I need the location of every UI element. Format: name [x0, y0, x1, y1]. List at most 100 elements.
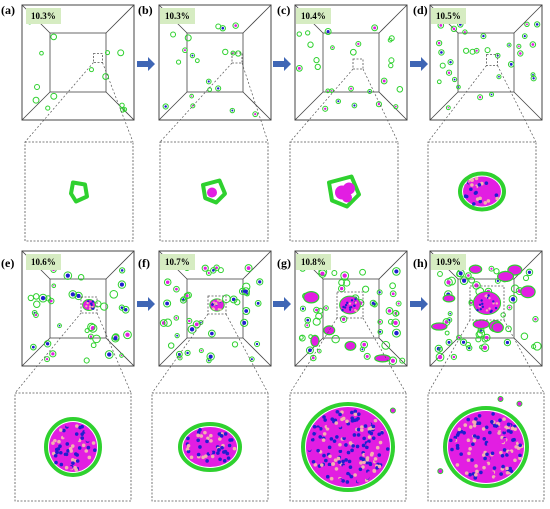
zoom-projection-line — [225, 313, 269, 394]
cluster-atom — [216, 428, 220, 433]
cluster-atom — [485, 452, 489, 457]
cluster-atom — [321, 438, 326, 442]
precipitate-atom — [509, 62, 513, 66]
precipitate-outline — [100, 302, 109, 311]
cluster-atom — [484, 181, 489, 185]
cluster-atom — [487, 411, 492, 416]
cluster-atom — [318, 426, 323, 431]
cluster-atom — [459, 440, 463, 444]
cluster-atom — [518, 440, 522, 444]
cluster-atom — [477, 182, 482, 187]
precipitate-outline — [88, 323, 98, 333]
precipitate-cluster — [344, 340, 357, 351]
precipitate-atom — [447, 340, 451, 344]
precipitate-outline — [159, 319, 168, 327]
panel-g-percentage: 10.8% — [296, 254, 331, 270]
cluster-atom — [473, 420, 477, 425]
cluster-atom — [51, 441, 55, 445]
cluster-atom — [467, 451, 471, 456]
precipitate-atom — [391, 292, 395, 296]
cluster-atom — [355, 444, 360, 449]
cluster-atom — [470, 454, 474, 458]
precipitate-outline — [122, 107, 128, 112]
precipitate-atom — [532, 77, 535, 80]
cluster-atom — [466, 417, 471, 422]
precipitate-outline — [381, 340, 391, 350]
precipitate-outline — [360, 340, 369, 349]
precipitate-outline — [436, 39, 443, 47]
precipitate-outline — [503, 338, 512, 347]
precipitate-outline — [377, 328, 384, 335]
cluster-atom — [476, 308, 479, 312]
cluster-atom — [476, 425, 480, 429]
cluster-atom — [355, 438, 360, 443]
precipitate-outline — [304, 322, 311, 329]
cluster-atom — [307, 447, 312, 451]
precipitate-atom — [482, 345, 488, 350]
cluster-atom — [75, 462, 79, 466]
precipitate-atom — [342, 273, 347, 278]
cluster-atom — [478, 199, 483, 204]
cluster-atom — [455, 433, 460, 437]
precipitate-atom — [353, 104, 356, 107]
cluster-atom — [215, 303, 218, 306]
precipitate-outline — [194, 58, 200, 64]
precipitate-atom — [190, 95, 193, 97]
cluster-atom — [334, 421, 339, 425]
cluster-atom — [333, 471, 338, 476]
cluster-atom — [346, 450, 351, 455]
precipitate-atom — [371, 301, 375, 305]
zoom-projection-line — [427, 65, 487, 143]
cluster-atom — [494, 306, 498, 310]
cluster-atom — [350, 425, 355, 430]
cluster-atom — [472, 423, 477, 428]
precipitate-atom — [175, 287, 178, 291]
cluster-atom — [189, 455, 194, 460]
precipitate-outline — [436, 79, 442, 85]
precipitate-outline — [376, 289, 383, 296]
cluster-atom — [206, 436, 210, 441]
precipitate-outline — [331, 334, 340, 344]
precipitate-outline — [505, 325, 512, 333]
precipitate-outline — [44, 356, 51, 363]
cluster-atom — [335, 435, 339, 439]
precipitate-outline — [497, 396, 504, 403]
precipitate-outline — [307, 41, 314, 48]
precipitate-outline — [167, 342, 175, 349]
cluster-atom — [318, 435, 323, 439]
precipitate-outline — [296, 31, 302, 37]
panel-b-label: (b) — [138, 3, 153, 17]
cluster-atom — [88, 305, 92, 308]
cluster-atom — [196, 433, 200, 438]
cluster-atom — [490, 451, 495, 456]
precipitate-atom — [188, 319, 191, 323]
precipitate-outline — [532, 341, 542, 351]
cluster-atom — [464, 191, 468, 196]
cluster-atom — [478, 303, 482, 307]
cluster-atom — [515, 434, 520, 438]
precipitate-outline — [438, 347, 444, 352]
cluster-atom — [342, 192, 352, 203]
cluster-atom — [477, 428, 482, 432]
cluster-atom — [365, 460, 369, 465]
cluster-atom — [223, 432, 228, 436]
cube-edge-line — [242, 4, 272, 34]
precipitate-outline — [175, 59, 182, 65]
precipitate-outline — [63, 271, 73, 280]
cube-edge-line — [378, 337, 408, 367]
cluster-atom — [469, 425, 473, 429]
cluster-atom — [358, 446, 363, 451]
cluster-atom — [518, 456, 522, 460]
cluster-atom — [84, 429, 88, 433]
cluster-atom — [80, 436, 85, 440]
precipitate-outline — [190, 103, 196, 109]
precipitate-outline — [359, 268, 366, 276]
precipitate-outline — [45, 105, 51, 111]
precipitate-outline — [507, 61, 515, 68]
cluster-atom — [474, 460, 478, 465]
precipitate-atom — [186, 351, 189, 355]
precipitate-outline — [313, 57, 320, 64]
precipitate-atom — [327, 90, 329, 92]
cluster-atom — [336, 456, 341, 461]
cluster-atom — [487, 442, 491, 447]
